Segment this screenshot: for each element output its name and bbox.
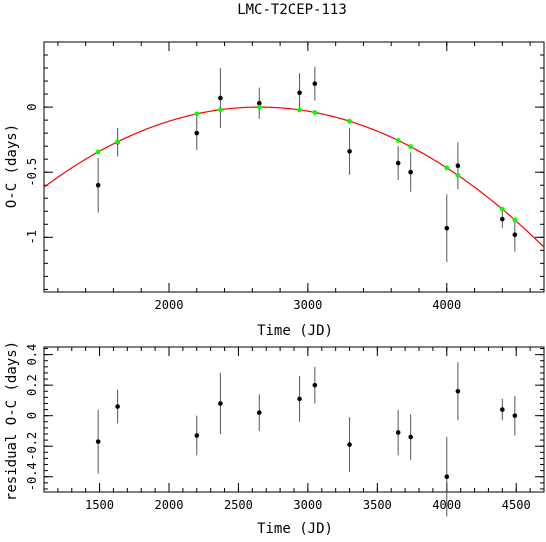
bottom-data-point	[408, 434, 413, 440]
model-point	[347, 118, 352, 124]
bottom-data-point	[297, 396, 302, 402]
bottom-y-tick-label: 0.2	[25, 374, 39, 396]
bottom-y-tick-label: 0	[25, 412, 39, 419]
top-x-tick-label: 3000	[293, 298, 322, 312]
model-point	[499, 206, 505, 212]
bottom-plot-frame	[43, 346, 545, 493]
bottom-data-point	[115, 404, 120, 409]
top-data-point	[500, 216, 505, 222]
top-data-point	[297, 90, 302, 96]
residual-panel: 1500 2000 2500 3000 3500 4000 45000.40.20-0.2-…	[25, 344, 545, 517]
top-data-point	[512, 232, 518, 238]
bottom-x-tick-label: 4500	[502, 498, 531, 512]
top-y-tick-label: -1	[25, 230, 39, 244]
top-y-tick-label: -0.5	[25, 158, 39, 187]
bottom-data-point	[194, 433, 200, 438]
top-data-point	[444, 225, 450, 231]
model-point	[297, 107, 302, 113]
top-x-axis-label: Time (JD)	[257, 323, 333, 339]
chart-title: LMC-T2CEP-113	[237, 2, 347, 18]
model-point	[217, 107, 223, 113]
model-point	[408, 144, 414, 150]
bottom-y-tick-label: -0.4	[25, 462, 39, 491]
top-data-point	[95, 182, 101, 188]
bottom-data-point	[512, 413, 518, 418]
model-point	[115, 139, 121, 145]
bottom-y-tick-label: 0.4	[25, 344, 39, 366]
model-point	[512, 217, 518, 223]
top-data-point	[408, 169, 413, 175]
bottom-data-point	[95, 439, 101, 444]
top-data-point	[256, 100, 262, 106]
bottom-data-point	[312, 382, 318, 388]
bottom-x-tick-label: 3500	[363, 498, 392, 512]
top-y-axis-label: O-C (days)	[4, 124, 20, 208]
fit-curve	[44, 106, 544, 248]
top-data-point	[312, 81, 318, 86]
bottom-x-tick-label: 3000	[293, 498, 322, 512]
top-y-tick-label: 0	[25, 103, 39, 110]
bottom-data-point	[218, 401, 223, 406]
bottom-data-point	[444, 474, 450, 480]
model-point	[312, 110, 318, 115]
model-point	[444, 165, 450, 171]
bottom-data-point	[256, 410, 262, 415]
bottom-data-point	[395, 430, 401, 435]
bottom-x-tick-label: 2000	[155, 498, 184, 512]
top-data-point	[395, 160, 401, 166]
bottom-x-axis-label: Time (JD)	[257, 521, 333, 537]
bottom-y-axis-label: residual O-C (days)	[4, 341, 20, 501]
top-data-point	[347, 149, 352, 154]
bottom-y-tick-label: -0.2	[25, 432, 39, 461]
bottom-data-point	[500, 407, 505, 412]
top-data-point	[218, 95, 223, 101]
oc-panel: 2000 3000 4000 0 -0.5 -1	[25, 41, 545, 312]
bottom-data-point	[347, 442, 352, 447]
model-point	[395, 138, 401, 143]
top-x-tick-label: 4000	[432, 298, 461, 312]
model-point	[455, 172, 461, 178]
model-point	[194, 111, 200, 117]
top-data-point	[455, 163, 461, 168]
top-x-tick-label: 2000	[155, 298, 184, 312]
model-point	[95, 149, 101, 155]
top-plot-frame	[43, 41, 545, 293]
bottom-x-tick-label: 2500	[224, 498, 253, 512]
top-data-point	[194, 130, 200, 136]
bottom-data-point	[455, 388, 461, 394]
model-point	[256, 104, 262, 110]
bottom-x-tick-label: 1500	[85, 498, 114, 512]
